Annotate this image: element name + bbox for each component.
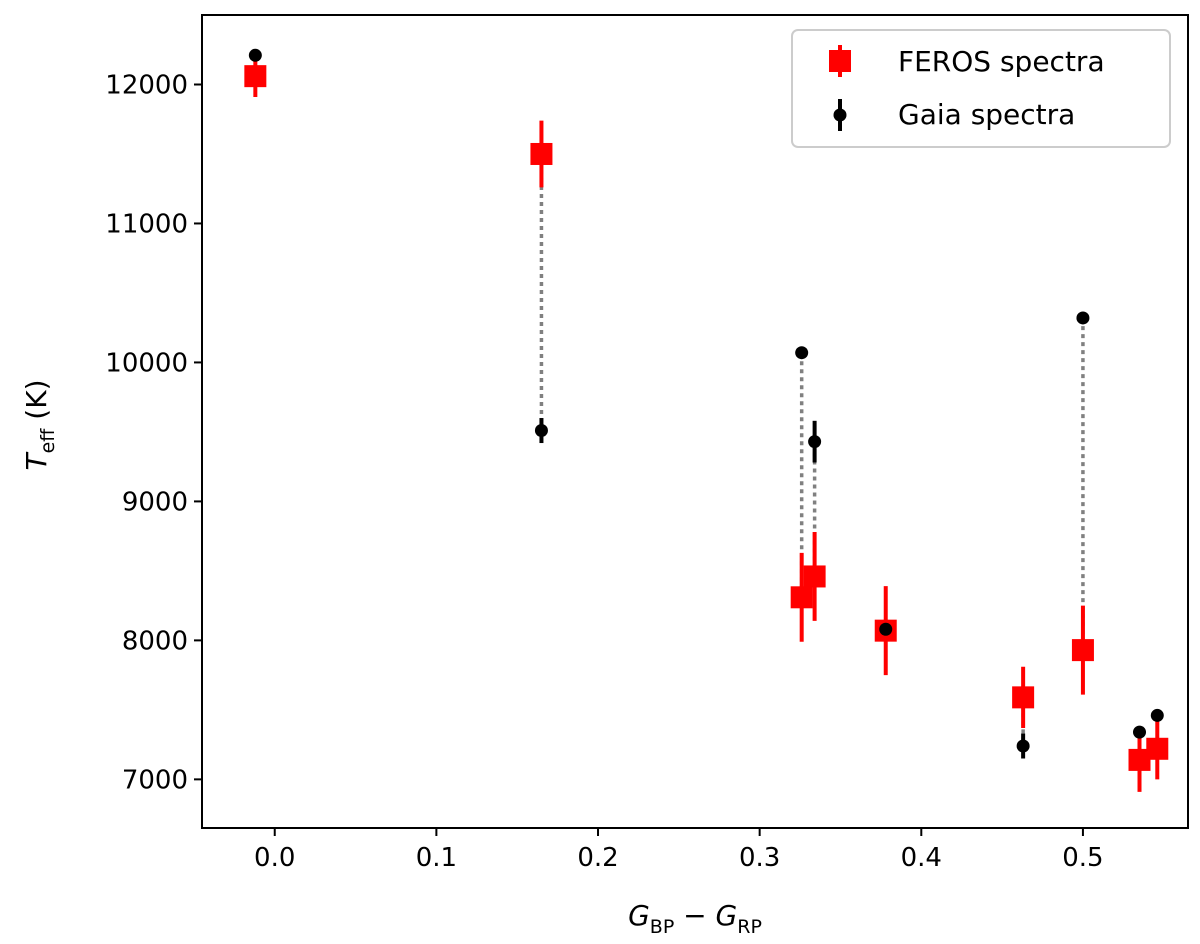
gaia-marker [1076, 311, 1090, 325]
x-tick-label: 0.1 [416, 843, 457, 873]
gaia-point [1133, 725, 1147, 739]
gaia-point [248, 48, 262, 62]
feros-marker [244, 65, 267, 88]
feros-marker [1012, 686, 1035, 709]
plot-area [244, 48, 1169, 792]
gaia-marker [1150, 708, 1164, 722]
connector-lines [253, 55, 1160, 760]
y-tick-label: 8000 [122, 626, 188, 656]
legend-gaia-label: Gaia spectra [898, 98, 1075, 131]
x-tick-label: 0.5 [1062, 843, 1103, 873]
gaia-point [1150, 708, 1164, 722]
gaia-marker [808, 435, 822, 449]
plot-frame [201, 14, 1189, 829]
gaia-point [808, 420, 822, 463]
y-tick-label: 7000 [122, 765, 188, 795]
feros-point [530, 120, 553, 188]
feros-series [244, 55, 1169, 792]
gaia-point [1076, 311, 1090, 325]
feros-point [244, 55, 267, 97]
gaia-marker [248, 48, 262, 62]
x-tick-label: 0.4 [901, 843, 942, 873]
gaia-marker [1016, 739, 1030, 753]
gaia-marker [795, 346, 809, 360]
feros-point [1146, 718, 1169, 780]
y-tick-label: 9000 [122, 487, 188, 517]
feros-marker [530, 142, 553, 165]
feros-marker [1071, 639, 1094, 662]
gaia-series [248, 48, 1164, 759]
feros-marker [790, 586, 813, 609]
gaia-marker [879, 622, 893, 636]
gaia-marker [534, 424, 548, 438]
feros-point [790, 552, 813, 642]
legend-feros-marker [829, 45, 851, 77]
feros-point [803, 531, 826, 621]
x-tick-label: 0.0 [254, 843, 295, 873]
gaia-point [879, 622, 893, 636]
gaia-point [795, 346, 809, 360]
legend-feros-label: FEROS spectra [898, 45, 1105, 78]
y-tick-label: 12000 [105, 70, 188, 100]
y-axis-label: Teff (K) [20, 380, 59, 471]
gaia-point [1016, 733, 1030, 759]
feros-marker [1128, 748, 1151, 771]
y-axis-ticks: 7000 8000 9000 10000 11000 12000 [105, 70, 202, 795]
x-axis-label: GBP − GRP [628, 899, 762, 938]
x-axis-ticks: 0.0 0.1 0.2 0.3 0.4 0.5 [254, 828, 1104, 873]
feros-point [1071, 605, 1094, 695]
legend: FEROS spectra Gaia spectra [791, 29, 1171, 148]
legend-box [791, 29, 1171, 148]
feros-marker [803, 565, 826, 588]
x-tick-label: 0.2 [577, 843, 618, 873]
x-tick-label: 0.3 [739, 843, 780, 873]
y-tick-label: 10000 [105, 348, 188, 378]
gaia-point [534, 418, 548, 444]
gaia-marker [1133, 725, 1147, 739]
feros-point [1012, 666, 1035, 728]
feros-marker [1146, 737, 1169, 760]
legend-gaia-marker [833, 99, 847, 131]
y-tick-label: 11000 [105, 209, 188, 239]
